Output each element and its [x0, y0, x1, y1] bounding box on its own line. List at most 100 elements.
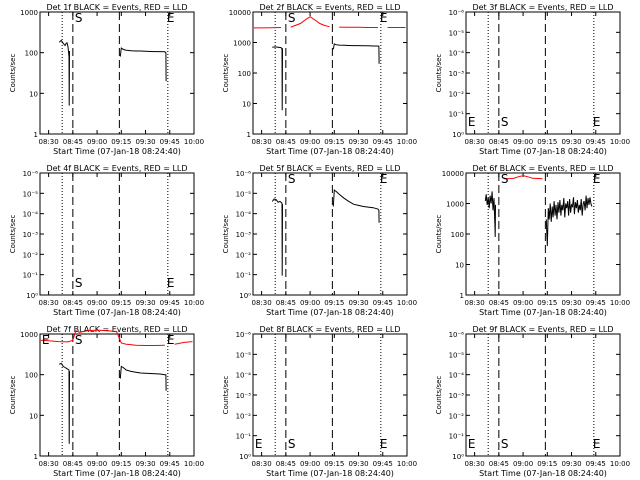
chart-9-x-tick-label: 08:45 — [489, 460, 509, 468]
chart-5-frame — [252, 172, 408, 296]
chart-4-y-tick-label: 10⁻³ — [23, 231, 39, 239]
chart-7-x-tick-label: 08:30 — [39, 460, 59, 468]
chart-6-y-tick-label: 1000 — [446, 201, 464, 209]
chart-8-y-tick-label: 10⁻² — [236, 412, 252, 420]
chart-5-y-tick-label: 10⁻³ — [236, 231, 252, 239]
chart-2-x-label: Start Time (07-Jan-18 08:24:40) — [266, 147, 394, 156]
chart-8-x-label: Start Time (07-Jan-18 08:24:40) — [266, 469, 394, 478]
chart-1-x-tick-label: 09:30 — [135, 138, 155, 146]
chart-7-series-lld — [40, 329, 165, 346]
chart-4-marker-s: S — [75, 276, 83, 290]
chart-9-x-tick-label: 09:00 — [513, 460, 533, 468]
chart-7-marker-s: S — [75, 333, 83, 347]
chart-6-x-tick-label: 09:00 — [513, 299, 533, 307]
chart-3-x-label: Start Time (07-Jan-18 08:24:40) — [479, 147, 607, 156]
chart-2-y-tick-label: 100 — [238, 70, 251, 78]
chart-9-y-tick-label: 10⁻¹ — [449, 433, 465, 441]
chart-2-x-tick-label: 08:45 — [276, 138, 296, 146]
chart-4-x-tick-label: 09:15 — [111, 299, 131, 307]
chart-1-x-tick-label: 08:30 — [39, 138, 59, 146]
chart-8-x-tick-label: 09:15 — [324, 460, 344, 468]
chart-7-series-events — [59, 362, 70, 444]
chart-7-x-tick-label: 10:00 — [184, 460, 204, 468]
chart-4-y-label: Counts/sec — [9, 215, 17, 254]
chart-7-x-tick-label: 09:30 — [135, 460, 155, 468]
chart-2-y-tick-label: 10 — [242, 101, 251, 109]
chart-5-x-tick-label: 09:45 — [373, 299, 393, 307]
chart-4-x-tick-label: 09:30 — [135, 299, 155, 307]
chart-5-x-tick-label: 08:30 — [252, 299, 272, 307]
chart-1-y-tick-label: 1000 — [20, 9, 38, 17]
chart-2-series-events — [332, 43, 380, 64]
chart-2-x-tick-label: 09:45 — [373, 138, 393, 146]
chart-7-marker-e: E — [42, 333, 50, 347]
chart-9-y-tick-label: 10⁻⁵ — [449, 351, 465, 359]
chart-3-x-tick-label: 09:30 — [561, 138, 581, 146]
chart-1-title: Det 1f BLACK = Events, RED = LLD — [46, 3, 187, 12]
chart-6-title: Det 6f BLACK = Events, RED = LLD — [472, 164, 613, 173]
chart-4-marker-e: E — [167, 276, 175, 290]
chart-8-y-tick-label: 10⁻⁶ — [236, 331, 252, 339]
chart-2-frame — [252, 11, 408, 135]
chart-5-marker-e: E — [380, 172, 388, 186]
chart-7-y-tick-label: 1 — [34, 453, 38, 461]
chart-4-x-tick-label: 08:45 — [63, 299, 83, 307]
chart-6-marker-s: S — [501, 172, 509, 186]
chart-1-marker-s: S — [75, 11, 83, 25]
chart-3-y-tick-label: 10⁻⁶ — [449, 9, 465, 17]
chart-7-x-label: Start Time (07-Jan-18 08:24:40) — [53, 469, 181, 478]
chart-1-marker-e: E — [167, 11, 175, 25]
chart-8-x-tick-label: 10:00 — [397, 460, 417, 468]
chart-5-y-tick-label: 10⁻⁶ — [236, 170, 252, 178]
chart-2-x-tick-label: 09:15 — [324, 138, 344, 146]
chart-1-x-label: Start Time (07-Jan-18 08:24:40) — [53, 147, 181, 156]
chart-6-x-tick-label: 09:45 — [586, 299, 606, 307]
chart-9-marker-s: S — [501, 437, 509, 451]
chart-2-y-tick-label: 10000 — [229, 9, 251, 17]
chart-8-x-tick-label: 08:30 — [252, 460, 272, 468]
chart-3-y-tick-label: 10⁻⁵ — [449, 29, 465, 37]
chart-8-marker-e: E — [255, 437, 263, 451]
chart-1-x-tick-label: 10:00 — [184, 138, 204, 146]
chart-2-title: Det 2f BLACK = Events, RED = LLD — [259, 3, 400, 12]
chart-9-x-label: Start Time (07-Jan-18 08:24:40) — [479, 469, 607, 478]
chart-3-y-label: Counts/sec — [435, 54, 443, 93]
chart-3-y-tick-label: 10⁻¹ — [449, 111, 465, 119]
chart-9-x-tick-label: 09:30 — [561, 460, 581, 468]
chart-6-marker-e: E — [593, 172, 601, 186]
chart-2-y-label: Counts/sec — [222, 54, 230, 93]
chart-9-y-tick-label: 10⁻³ — [449, 392, 465, 400]
chart-4-y-tick-label: 10⁻⁵ — [23, 190, 39, 198]
chart-7-y-tick-label: 100 — [25, 372, 38, 380]
chart-3-title: Det 3f BLACK = Events, RED = LLD — [472, 3, 613, 12]
chart-9-marker-e: E — [593, 437, 601, 451]
chart-6-y-tick-label: 10000 — [442, 170, 464, 178]
chart-5-x-tick-label: 09:15 — [324, 299, 344, 307]
chart-1-series-events — [58, 39, 70, 106]
chart-9-y-tick-label: 10⁻⁶ — [449, 331, 465, 339]
chart-1-x-tick-label: 09:00 — [87, 138, 107, 146]
chart-7-x-tick-label: 09:45 — [160, 460, 180, 468]
chart-1-y-tick-label: 100 — [25, 50, 38, 58]
chart-1-y-tick-label: 10 — [29, 90, 38, 98]
chart-2-series-events — [272, 46, 283, 111]
chart-5-y-tick-label: 10⁻² — [236, 251, 252, 259]
chart-6-y-label: Counts/sec — [435, 215, 443, 254]
chart-8-marker-e: E — [380, 437, 388, 451]
chart-4-title: Det 4f BLACK = Events, RED = LLD — [46, 164, 187, 173]
chart-3-x-tick-label: 09:00 — [513, 138, 533, 146]
chart-8-x-tick-label: 08:45 — [276, 460, 296, 468]
chart-3-x-tick-label: 09:15 — [537, 138, 557, 146]
chart-5-x-tick-label: 10:00 — [397, 299, 417, 307]
chart-9-x-tick-label: 09:45 — [586, 460, 606, 468]
chart-8-y-tick-label: 10⁻⁴ — [236, 372, 252, 380]
chart-4-x-label: Start Time (07-Jan-18 08:24:40) — [53, 308, 181, 317]
chart-1-x-tick-label: 08:45 — [63, 138, 83, 146]
chart-1-x-tick-label: 09:45 — [160, 138, 180, 146]
chart-7-x-tick-label: 08:45 — [63, 460, 83, 468]
chart-9-x-tick-label: 10:00 — [610, 460, 630, 468]
chart-3-y-tick-label: 10⁻³ — [449, 70, 465, 78]
chart-5-y-label: Counts/sec — [222, 215, 230, 254]
chart-1-series-events — [119, 47, 167, 82]
chart-6-x-tick-label: 08:45 — [489, 299, 509, 307]
